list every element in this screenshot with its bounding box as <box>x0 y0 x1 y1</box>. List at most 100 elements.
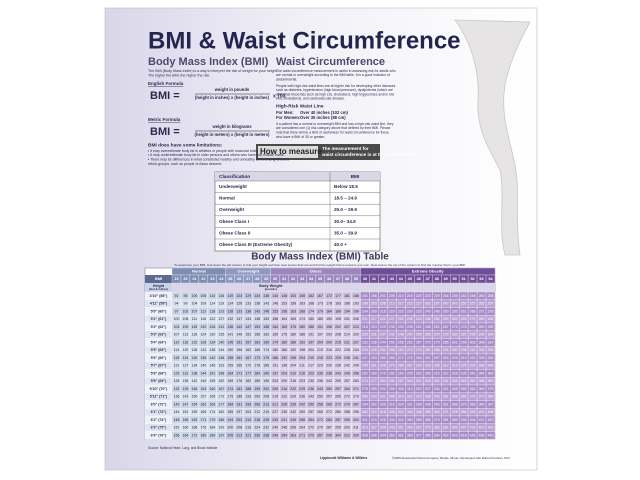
weight-value: 193 <box>353 302 359 306</box>
weight-value: 261 <box>371 364 377 368</box>
weight-value: 279 <box>344 402 350 406</box>
classification-cell: 18.5 – 24.9 <box>334 196 357 201</box>
weight-value: 396 <box>461 418 467 422</box>
weight-value: 372 <box>470 395 476 399</box>
weight-value: 304 <box>488 333 494 337</box>
weight-value: 254 <box>407 333 413 337</box>
weight-value: 358 <box>479 379 485 383</box>
weight-value: 169 <box>281 325 287 329</box>
weight-value: 365 <box>461 395 467 399</box>
bmi-value: 51 <box>461 277 465 281</box>
weight-value: 127 <box>183 364 189 368</box>
weight-value: 340 <box>407 410 413 414</box>
weight-value: 287 <box>326 426 332 430</box>
weight-value: 173 <box>254 356 260 360</box>
weight-value: 202 <box>335 325 341 329</box>
weight-value: 328 <box>452 371 458 375</box>
weight-value: 253 <box>479 294 485 298</box>
weight-value: 284 <box>470 325 476 329</box>
weight-value: 297 <box>434 356 440 360</box>
weight-value: 112 <box>201 309 207 313</box>
weight-value: 185 <box>317 317 323 321</box>
weight-value: 243 <box>326 379 332 383</box>
weight-value: 334 <box>389 418 395 422</box>
classification-cell: Below 18.5 <box>334 184 358 189</box>
weight-value: 137 <box>236 317 242 321</box>
weight-value: 312 <box>470 348 476 352</box>
weight-value: 162 <box>308 294 314 298</box>
classification-cell: Obese Class III (Extreme Obesity) <box>219 242 293 247</box>
weight-value: 216 <box>326 348 332 352</box>
bmi-value: 25 <box>228 277 232 281</box>
weight-value: 280 <box>326 418 332 422</box>
weight-value: 215 <box>407 294 413 298</box>
weight-value: 167 <box>317 294 323 298</box>
weight-value: 209 <box>371 309 377 313</box>
weight-value: 202 <box>263 387 269 391</box>
measure-label-box <box>258 146 318 158</box>
weight-value: 343 <box>434 395 440 399</box>
weight-value: 367 <box>416 426 422 430</box>
weight-value: 266 <box>470 309 476 313</box>
height-value: 5'11" (71") <box>150 395 168 399</box>
weight-value: 189 <box>335 309 341 313</box>
bmi-value: 46 <box>417 277 421 281</box>
weight-value: 163 <box>263 333 269 337</box>
weight-value: 128 <box>236 302 242 306</box>
weight-value: 329 <box>416 395 422 399</box>
weight-value: 280 <box>398 364 404 368</box>
weight-value: 273 <box>452 325 458 329</box>
weight-value: 271 <box>299 433 305 437</box>
weight-value: 102 <box>183 309 189 313</box>
weight-value: 148 <box>174 418 180 422</box>
weight-value: 203 <box>272 379 278 383</box>
weight-value: 275 <box>470 317 476 321</box>
weight-value: 285 <box>488 317 494 321</box>
weight-value: 221 <box>245 433 251 437</box>
weight-value: 270 <box>434 333 440 337</box>
bmi-value: 34 <box>309 277 314 281</box>
weight-value: 346 <box>425 402 431 406</box>
weight-value: 248 <box>398 333 404 337</box>
weight-value: 124 <box>227 302 233 306</box>
weight-value: 91 <box>175 294 179 298</box>
weight-value: 143 <box>183 395 189 399</box>
weight-value: 143 <box>254 309 260 313</box>
paragraph-line: The higher the BMI, the higher the risk. <box>148 73 210 77</box>
weight-value: 208 <box>380 302 386 306</box>
weight-value: 256 <box>398 340 404 344</box>
weight-value: 285 <box>371 387 377 391</box>
weight-value: 338 <box>479 364 485 368</box>
weight-value: 373 <box>434 418 440 422</box>
weight-value: 293 <box>470 333 476 337</box>
weight-value: 401 <box>479 410 485 414</box>
weight-value: 235 <box>416 309 422 313</box>
weight-value: 394 <box>434 433 440 437</box>
weight-value: 186 <box>353 294 359 298</box>
weight-value: 169 <box>272 333 278 337</box>
weight-value: 299 <box>425 364 431 368</box>
weight-value: 133 <box>236 309 242 313</box>
weight-value: 208 <box>263 395 269 399</box>
classification-header-cell: Classification <box>219 174 250 180</box>
weight-value: 193 <box>245 395 251 399</box>
weight-value: 230 <box>317 371 323 375</box>
weight-value: 259 <box>416 333 422 337</box>
weight-value: 338 <box>452 379 458 383</box>
measure-text: waist circumference is at the ILIAC CRES… <box>321 152 416 157</box>
weight-value: 180 <box>299 325 305 329</box>
table-title: Body Mass Index (BMI) Table <box>251 252 389 263</box>
weight-value: 306 <box>461 348 467 352</box>
weight-value: 209 <box>272 387 278 391</box>
height-value: 5'3" (63") <box>151 333 167 337</box>
height-value: 6'1" (73") <box>151 410 167 414</box>
weight-value: 249 <box>344 371 350 375</box>
height-value: 5'9" (69") <box>151 379 167 383</box>
weight-value: 251 <box>416 325 422 329</box>
weight-value: 184 <box>209 426 215 430</box>
weight-value: 426 <box>470 433 476 437</box>
weight-value: 202 <box>236 418 242 422</box>
weight-value: 248 <box>425 317 431 321</box>
weight-value: 199 <box>245 402 251 406</box>
weight-value: 183 <box>335 302 341 306</box>
